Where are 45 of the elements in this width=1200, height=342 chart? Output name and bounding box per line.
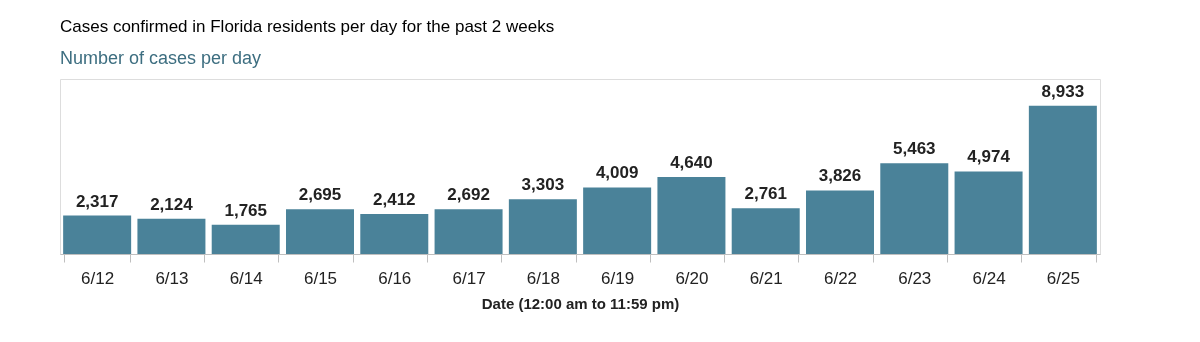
bar [286, 209, 354, 254]
bar [1028, 105, 1097, 254]
x-tick-label: 6/14 [229, 268, 263, 288]
bar [880, 163, 949, 254]
chart-title: Cases confirmed in Florida residents per day for the past 2 weeks [60, 17, 555, 36]
data-label: 2,761 [744, 184, 787, 204]
x-tick-label: 6/21 [749, 268, 783, 288]
x-tick-label: 6/20 [675, 268, 709, 288]
data-label: 1,765 [224, 200, 267, 220]
data-label: 5,463 [893, 139, 936, 159]
data-label: 3,826 [818, 166, 862, 186]
bar [434, 209, 503, 254]
bar [508, 199, 577, 254]
x-tick-label: 6/17 [452, 268, 486, 288]
data-label: 2,124 [150, 194, 194, 214]
data-label: 4,009 [595, 163, 639, 183]
data-label: 2,695 [298, 185, 342, 205]
x-tick-label: 6/13 [155, 268, 189, 288]
chart-subtitle: Number of cases per day [60, 48, 262, 68]
x-tick-label: 6/25 [1046, 268, 1080, 288]
x-tick-label: 6/15 [303, 268, 338, 288]
bar [806, 190, 874, 254]
bar [137, 218, 206, 254]
x-tick-label: 6/19 [601, 268, 635, 288]
x-tick-label: 6/24 [972, 268, 1006, 288]
bar [360, 213, 429, 254]
bar [731, 208, 800, 254]
bar [583, 187, 652, 254]
data-label: 8,933 [1041, 81, 1085, 101]
data-label: 2,412 [373, 189, 416, 209]
data-label: 4,974 [967, 147, 1011, 167]
data-label: 2,692 [447, 185, 490, 205]
x-tick-label: 6/22 [823, 268, 858, 288]
data-label: 3,303 [521, 175, 565, 195]
bar [63, 215, 132, 254]
x-tick-label: 6/16 [378, 268, 412, 288]
x-tick-label: 6/23 [898, 268, 932, 288]
x-axis-title: Date (12:00 am to 11:59 pm) [481, 294, 680, 312]
data-label: 2,317 [75, 191, 119, 211]
bar [954, 171, 1023, 254]
bar [211, 224, 280, 254]
data-label: 4,640 [670, 152, 713, 172]
x-tick-label: 6/12 [81, 268, 115, 288]
bar [657, 176, 726, 254]
x-tick-label: 6/18 [526, 268, 560, 288]
